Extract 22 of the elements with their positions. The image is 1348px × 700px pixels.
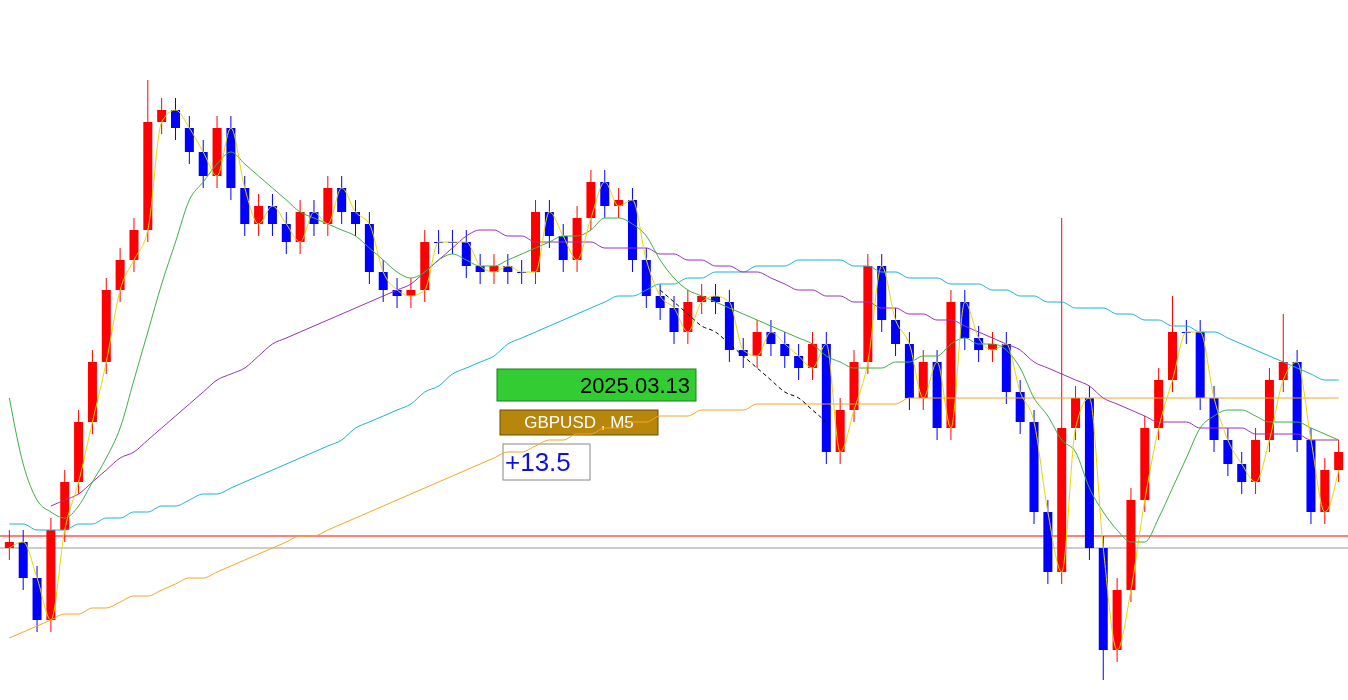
candlestick	[669, 295, 679, 345]
candlestick	[157, 97, 167, 135]
candlestick	[794, 343, 804, 381]
annotation: GBPUSD , M5	[524, 413, 634, 433]
candlestick	[1237, 451, 1247, 495]
candlestick	[337, 175, 347, 225]
candlestick	[780, 331, 790, 369]
candlestick	[752, 319, 762, 369]
annotation: +13.5	[505, 447, 571, 478]
annotation: 2025.03.13	[579, 372, 690, 398]
candlestick	[378, 259, 388, 303]
candlestick	[655, 283, 665, 321]
candlestick	[1223, 427, 1233, 477]
candlestick	[267, 193, 277, 237]
candlestick	[184, 115, 194, 165]
candlestick	[1334, 439, 1344, 483]
candlestick	[891, 307, 901, 357]
candlestick	[281, 211, 291, 255]
candlestick	[171, 97, 181, 141]
candlestick	[351, 199, 361, 237]
candlestick	[198, 139, 208, 189]
candlestick	[600, 169, 610, 219]
